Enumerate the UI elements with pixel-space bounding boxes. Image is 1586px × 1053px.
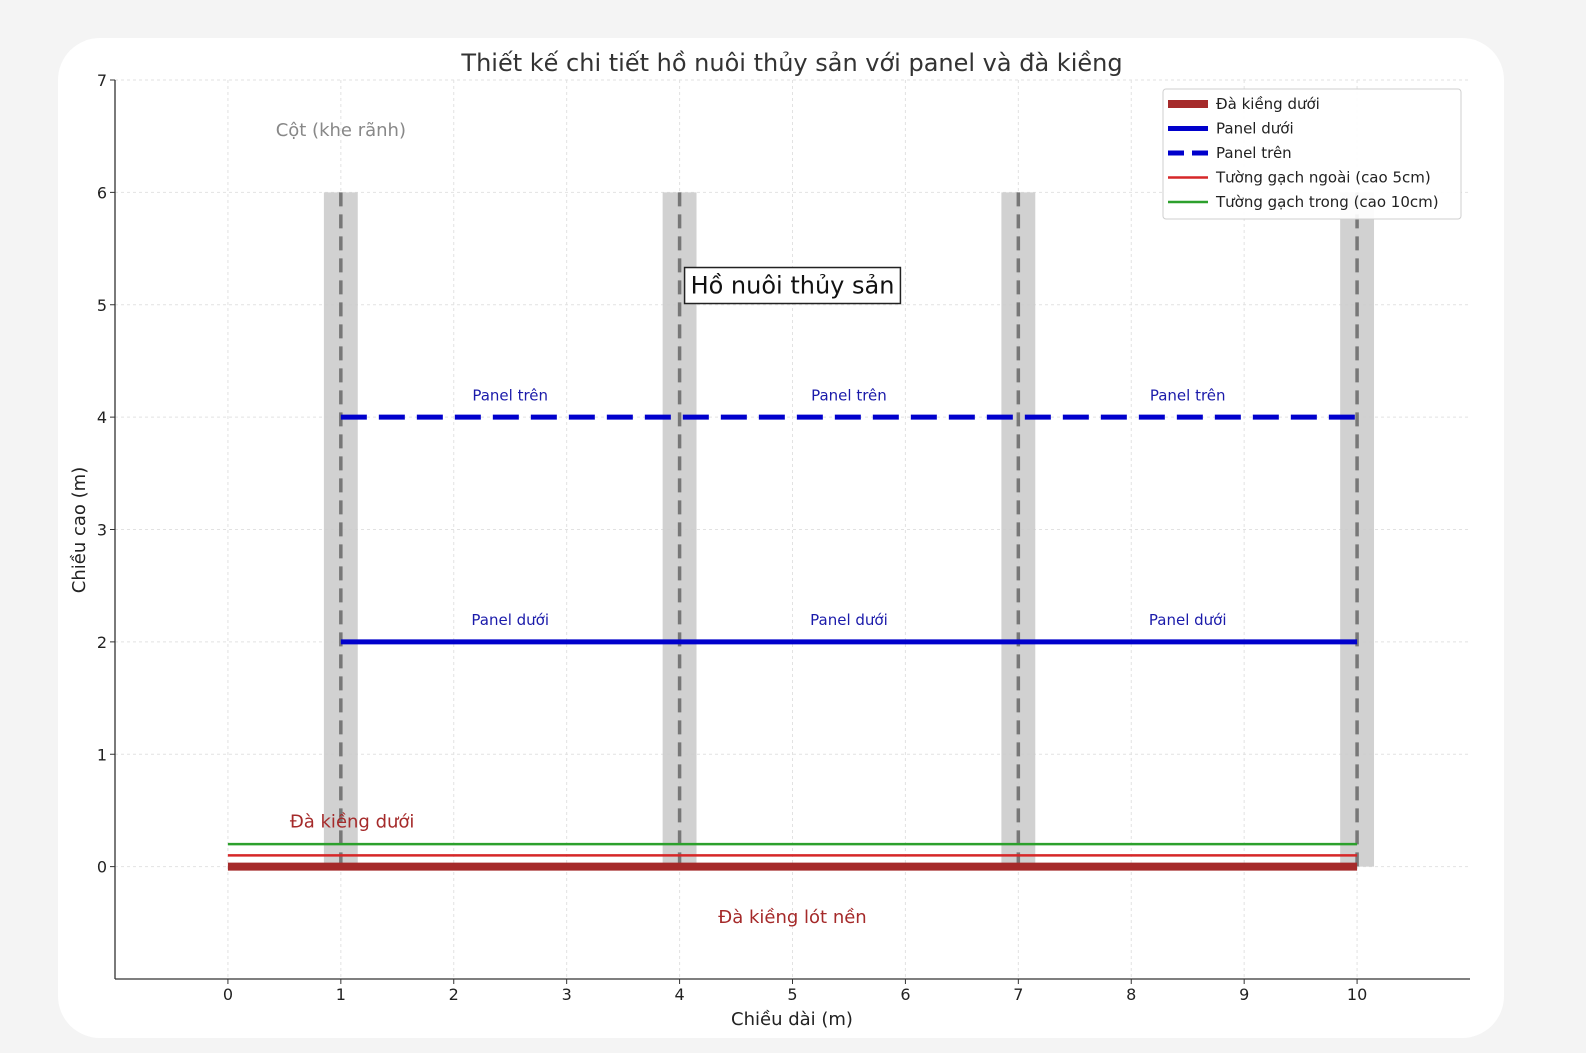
- annotation-label: Panel dưới: [1149, 611, 1227, 629]
- y-tick-label: 0: [97, 858, 107, 877]
- annotations: Cột (khe rãnh) Hồ nuôi thủy sản Panel trên…: [276, 120, 1227, 928]
- x-axis-label: Chiều dài (m): [731, 1009, 853, 1030]
- annotation-label: Panel trên: [811, 386, 887, 404]
- annotation-label: Đà kiềng lót nền: [718, 907, 866, 928]
- annotation-label: Đà kiềng dưới: [290, 811, 415, 832]
- columns: [323, 192, 1375, 867]
- x-tick-label: 8: [1126, 985, 1136, 1004]
- legend-entry-label: Panel dưới: [1216, 120, 1294, 138]
- x-tick-label: 6: [900, 985, 910, 1004]
- legend-box: [1162, 88, 1462, 220]
- annotation-box: [683, 266, 902, 305]
- y-tick-label: 3: [97, 521, 107, 540]
- annotation-label: Panel dưới: [471, 611, 549, 629]
- series-lines: [227, 414, 1358, 871]
- x-tick-label: 10: [1347, 985, 1367, 1004]
- legend-entry-label: Panel trên: [1216, 144, 1292, 162]
- legend: Đà kiềng dưới Panel dưới Panel trên Tường g…: [1162, 88, 1462, 220]
- x-tick-label: 7: [1013, 985, 1023, 1004]
- x-tick-label: 9: [1239, 985, 1249, 1004]
- x-tick-label: 5: [787, 985, 797, 1004]
- chart-title: Thiết kế chi tiết hồ nuôi thủy sản với p…: [460, 49, 1122, 77]
- y-axis-label: Chiều cao (m): [69, 467, 90, 593]
- annotation-label: Hồ nuôi thủy sản: [691, 272, 895, 300]
- y-tick-label: 5: [97, 296, 107, 315]
- x-tick-label: 4: [674, 985, 684, 1004]
- y-tick-label: 7: [97, 71, 107, 90]
- x-tick-label: 3: [562, 985, 572, 1004]
- annotation-label: Panel dưới: [810, 611, 888, 629]
- axes: 0 1 2 3 4 5 6 7 8 9 10 0 1 2 3 4 5 6 7: [97, 71, 1470, 1004]
- y-tick-label: 6: [97, 183, 107, 202]
- x-tick-label: 0: [223, 985, 233, 1004]
- annotation-label: Cột (khe rãnh): [276, 120, 406, 141]
- x-tick-label: 2: [449, 985, 459, 1004]
- annotation-label: Panel trên: [1150, 386, 1226, 404]
- y-tick-label: 1: [97, 745, 107, 764]
- annotation-label: Panel trên: [472, 386, 548, 404]
- y-tick-label: 4: [97, 408, 107, 427]
- legend-entry-label: Đà kiềng dưới: [1216, 95, 1320, 113]
- legend-entry-label: Tường gạch ngoài (cao 5cm): [1215, 169, 1431, 187]
- legend-entry-label: Tường gạch trong (cao 10cm): [1215, 193, 1439, 211]
- y-tick-label: 2: [97, 633, 107, 652]
- x-tick-label: 1: [336, 985, 346, 1004]
